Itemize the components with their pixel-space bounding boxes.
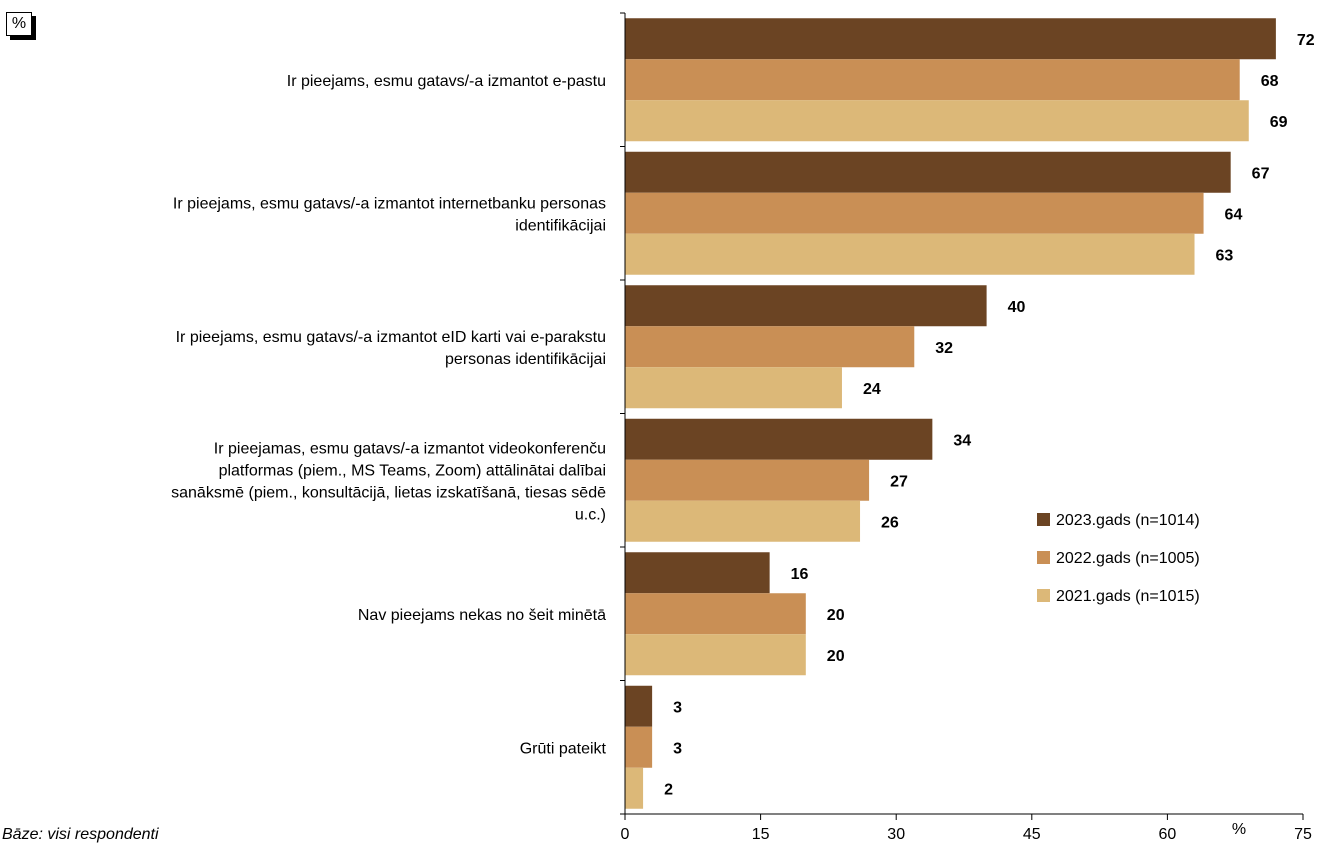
footnote: Bāze: visi respondenti <box>2 826 159 843</box>
bar <box>625 459 870 501</box>
bar-value-label: 67 <box>1252 165 1270 182</box>
bar-value-label: 2 <box>664 781 673 798</box>
x-tick-label: 60 <box>1159 826 1177 843</box>
bar <box>625 326 915 368</box>
bar-value-label: 69 <box>1270 114 1288 131</box>
category-label: Nav pieejams nekas no šeit minētā <box>358 607 606 624</box>
x-tick-label: 0 <box>621 826 630 843</box>
bar-value-label: 32 <box>935 340 953 357</box>
x-tick-label: 30 <box>887 826 905 843</box>
category-label: Grūti pateikt <box>520 740 607 757</box>
bar-value-label: 27 <box>890 473 908 490</box>
bar <box>625 634 806 676</box>
percent-badge: % <box>6 12 32 36</box>
bar-value-label: 3 <box>673 699 682 716</box>
bar-value-label: 34 <box>953 432 971 449</box>
legend-swatch <box>1037 513 1050 526</box>
bar <box>625 418 933 460</box>
x-tick-label: 75 <box>1294 826 1312 843</box>
category-label: Ir pieejams, esmu gatavs/-a izmantot e-p… <box>287 73 606 90</box>
bar <box>625 685 653 727</box>
x-tick-label: 15 <box>752 826 770 843</box>
bar <box>625 767 644 809</box>
bar <box>625 500 861 542</box>
bar <box>625 367 842 409</box>
bar-value-label: 16 <box>791 566 809 583</box>
legend-entry: 2022.gads (n=1005) <box>1056 550 1200 567</box>
bar-value-label: 26 <box>881 514 899 531</box>
bar <box>625 593 806 635</box>
bar-value-label: 24 <box>863 381 881 398</box>
x-tick-label: 45 <box>1023 826 1041 843</box>
bar-value-label: 20 <box>827 648 845 665</box>
legend-swatch <box>1037 589 1050 602</box>
legend-entry: 2021.gads (n=1015) <box>1056 588 1200 605</box>
bar <box>625 18 1276 60</box>
legend-swatch <box>1037 551 1050 564</box>
bar <box>625 151 1231 193</box>
bar-value-label: 68 <box>1261 73 1279 90</box>
bar-value-label: 3 <box>673 740 682 757</box>
bar-value-label: 40 <box>1008 299 1026 316</box>
bar-value-label: 63 <box>1216 247 1234 264</box>
bar <box>625 726 653 768</box>
bar-value-label: 64 <box>1225 206 1243 223</box>
bar <box>625 552 770 594</box>
bar <box>625 233 1195 275</box>
bar-value-label: 20 <box>827 607 845 624</box>
bar <box>625 285 987 327</box>
bar <box>625 100 1249 142</box>
category-label: Ir pieejamas, esmu gatavs/-a izmantot vi… <box>171 440 606 523</box>
bar <box>625 192 1204 234</box>
category-label: Ir pieejams, esmu gatavs/-a izmantot int… <box>173 195 606 234</box>
category-label: Ir pieejams, esmu gatavs/-a izmantot eID… <box>176 329 606 368</box>
bar <box>625 59 1240 101</box>
x-axis-unit: % <box>1232 821 1246 838</box>
legend-entry: 2023.gads (n=1014) <box>1056 512 1200 529</box>
bar-value-label: 72 <box>1297 32 1315 49</box>
